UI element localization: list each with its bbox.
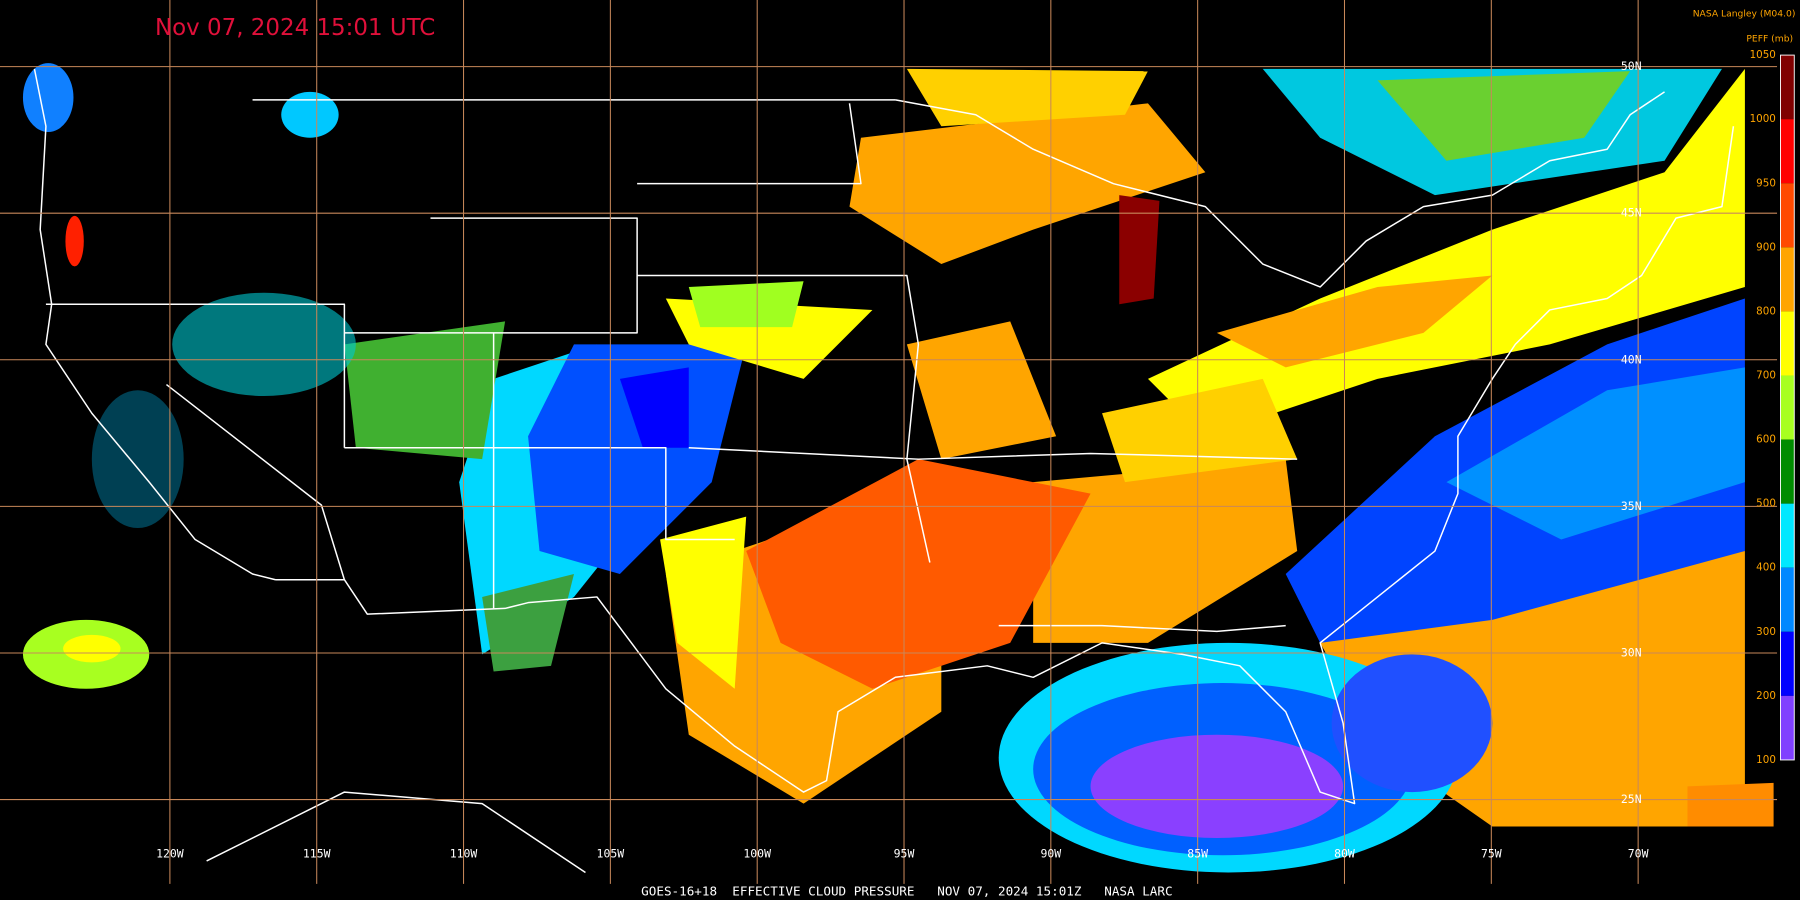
title: Nov 07, 2024 15:01 UTC xyxy=(155,15,435,41)
cloud-area xyxy=(906,68,1148,127)
cloud-area xyxy=(1090,734,1344,839)
colorbar-segment xyxy=(1780,631,1795,696)
state-line xyxy=(688,446,1298,460)
cloud-area xyxy=(63,634,121,663)
colorbar-segment xyxy=(1780,55,1795,120)
longitude-label: 95W xyxy=(894,847,915,861)
colorbar-frame xyxy=(1780,54,1795,761)
cloud-area xyxy=(1216,275,1493,368)
graticule: 120W 115W 110W 105W 100W 95W 90W 85W 80W 75W 70W 50… xyxy=(0,0,1778,884)
coastline xyxy=(206,791,586,874)
colorbar-label: 950 xyxy=(1756,177,1776,189)
colorbar-segment xyxy=(1780,247,1795,312)
colorbar-label: 400 xyxy=(1756,562,1776,574)
cloud-area xyxy=(906,321,1057,460)
cloud-area xyxy=(172,292,356,397)
coastline xyxy=(33,68,276,581)
latitude-label: 45N xyxy=(1621,206,1642,220)
cloud-area xyxy=(619,367,689,448)
cloud-area xyxy=(91,390,184,529)
source-label: NASA Langley (M04.0) xyxy=(1693,8,1796,19)
colorbar-segment xyxy=(1780,119,1795,184)
cloud-area xyxy=(1102,378,1298,483)
cloud-area xyxy=(344,321,506,460)
state-line xyxy=(344,446,735,541)
colorbar-label: 300 xyxy=(1756,626,1776,638)
colorbar-label: 700 xyxy=(1756,369,1776,381)
longitude-label: 70W xyxy=(1628,847,1649,861)
longitude-label: 80W xyxy=(1334,847,1355,861)
colorbar-label: 1050 xyxy=(1750,49,1776,61)
colorbar-label: 800 xyxy=(1756,305,1776,317)
colorbar-label: 100 xyxy=(1756,754,1776,766)
latitude-label: 35N xyxy=(1621,499,1642,513)
state-line xyxy=(637,274,931,563)
longitude-label: 120W xyxy=(156,847,184,861)
longitude-label: 105W xyxy=(597,847,625,861)
colorbar-label: 200 xyxy=(1756,690,1776,702)
cloud-area xyxy=(1377,71,1631,161)
cloud-area xyxy=(1331,654,1493,793)
latitude-label: 25N xyxy=(1621,792,1642,806)
cloud-area xyxy=(281,91,339,138)
caption: GOES-16+18 EFFECTIVE CLOUD PRESSURE NOV … xyxy=(641,883,1172,898)
cloud-area xyxy=(1687,782,1774,827)
colorbar-segment xyxy=(1780,439,1795,504)
colorbar-segment xyxy=(1780,503,1795,568)
cloud-area xyxy=(660,516,747,689)
cloud-area xyxy=(1446,367,1745,540)
cloud-area xyxy=(1119,195,1160,305)
state-line xyxy=(45,303,346,448)
colorbar-label: 500 xyxy=(1756,498,1776,510)
colorbar-segment xyxy=(1780,183,1795,248)
colorbar-label: 1000 xyxy=(1750,113,1776,125)
cloud-area xyxy=(528,344,747,574)
colorbar-segment xyxy=(1780,567,1795,632)
colorbar-label: 600 xyxy=(1756,434,1776,446)
cloud-area xyxy=(1033,459,1298,643)
colorbar-segment xyxy=(1780,311,1795,376)
coastline xyxy=(275,126,1735,805)
latitude-label: 50N xyxy=(1621,59,1642,73)
latitude-label: 40N xyxy=(1621,352,1642,366)
latitude-label: 30N xyxy=(1621,645,1642,659)
longitude-label: 110W xyxy=(450,847,478,861)
colorbar: 1050 1000 950 900 800 700 600 500 400 300 200 100 xyxy=(1750,49,1795,766)
state-line xyxy=(637,103,862,185)
colorbar-segment xyxy=(1780,375,1795,440)
cloud-field xyxy=(22,63,1774,873)
cloud-area xyxy=(746,459,1091,689)
legend-title: PEFF (mb) xyxy=(1746,34,1793,45)
cloud-area xyxy=(849,103,1206,265)
state-line xyxy=(165,383,346,580)
boundaries xyxy=(33,68,1735,874)
cloud-area xyxy=(22,63,74,133)
longitude-label: 85W xyxy=(1187,847,1208,861)
longitude-label: 90W xyxy=(1040,847,1061,861)
longitude-label: 75W xyxy=(1481,847,1502,861)
longitude-label: 100W xyxy=(743,847,771,861)
colorbar-label: 900 xyxy=(1756,241,1776,253)
border xyxy=(895,91,1665,288)
longitude-label: 115W xyxy=(303,847,331,861)
labels: Nov 07, 2024 15:01 UTC NASA Langley (M04… xyxy=(155,8,1795,898)
colorbar-segment xyxy=(1780,695,1795,760)
cloud-area xyxy=(65,215,84,267)
cloud-area xyxy=(482,573,574,672)
cloud-area xyxy=(688,281,804,328)
